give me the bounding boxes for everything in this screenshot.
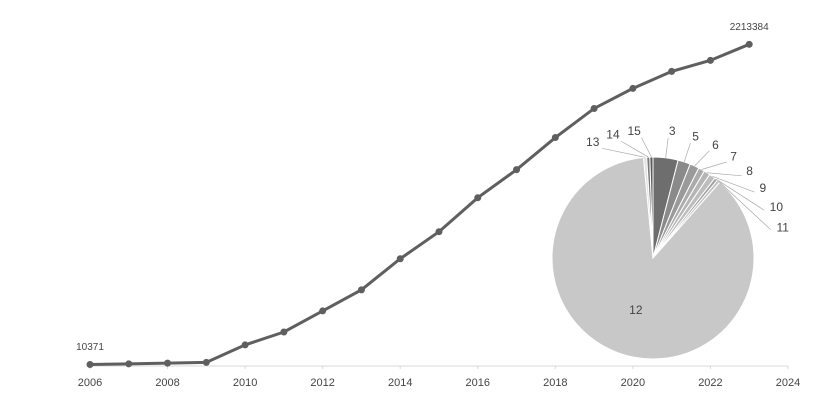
point: [241, 341, 249, 349]
x-tick-label: 2006: [78, 377, 102, 389]
pie-label: 15: [628, 124, 642, 138]
point: [357, 286, 365, 294]
x-tick-label: 2016: [466, 377, 490, 389]
pie-slice: [551, 156, 755, 360]
point: [86, 360, 94, 368]
point: [319, 307, 327, 315]
pie-label: 9: [759, 181, 766, 195]
point: [590, 104, 598, 112]
point: [435, 228, 443, 236]
data-label: 2213384: [730, 22, 769, 33]
point: [745, 40, 753, 48]
leader-line: [621, 140, 649, 158]
point: [474, 194, 482, 202]
x-tick-label: 2012: [310, 377, 334, 389]
pie-slice: [649, 156, 654, 259]
pie-label: 6: [712, 138, 719, 152]
x-tick-label: 2018: [543, 377, 567, 389]
point: [668, 67, 676, 75]
x-tick-label: 2010: [233, 377, 257, 389]
leader-line: [641, 137, 652, 158]
leader-line: [683, 142, 691, 163]
leader-line: [601, 147, 646, 158]
point: [396, 255, 404, 263]
point: [280, 328, 288, 336]
x-tick-label: 2024: [776, 377, 800, 389]
x-tick-label: 2020: [621, 377, 645, 389]
pie-label: 11: [776, 220, 789, 234]
leader-line: [665, 137, 669, 158]
point: [125, 360, 133, 368]
data-label: 10371: [76, 342, 104, 353]
point: [706, 56, 714, 64]
leader-line: [701, 161, 727, 170]
x-tick-label: 2008: [155, 377, 179, 389]
x-tick-label: 2022: [698, 377, 722, 389]
pie-label: 14: [606, 128, 620, 142]
point: [629, 84, 637, 92]
leader-line: [712, 175, 755, 193]
pie-label: 12: [629, 303, 643, 317]
pie-label: 10: [770, 200, 784, 214]
pie-label: 13: [586, 135, 600, 149]
point: [202, 358, 210, 366]
x-tick-label: 2014: [388, 377, 412, 389]
point: [551, 134, 559, 142]
leader-line: [715, 178, 765, 211]
line: [89, 42, 750, 366]
pie-label: 5: [692, 129, 699, 143]
point: [164, 359, 172, 367]
pie-label: 3: [669, 124, 676, 138]
pie-label: 7: [730, 149, 737, 163]
leader-line: [694, 150, 710, 167]
leader-line: [718, 180, 771, 230]
point: [513, 166, 521, 174]
leader-line: [707, 172, 742, 177]
pie-label: 8: [746, 164, 753, 178]
